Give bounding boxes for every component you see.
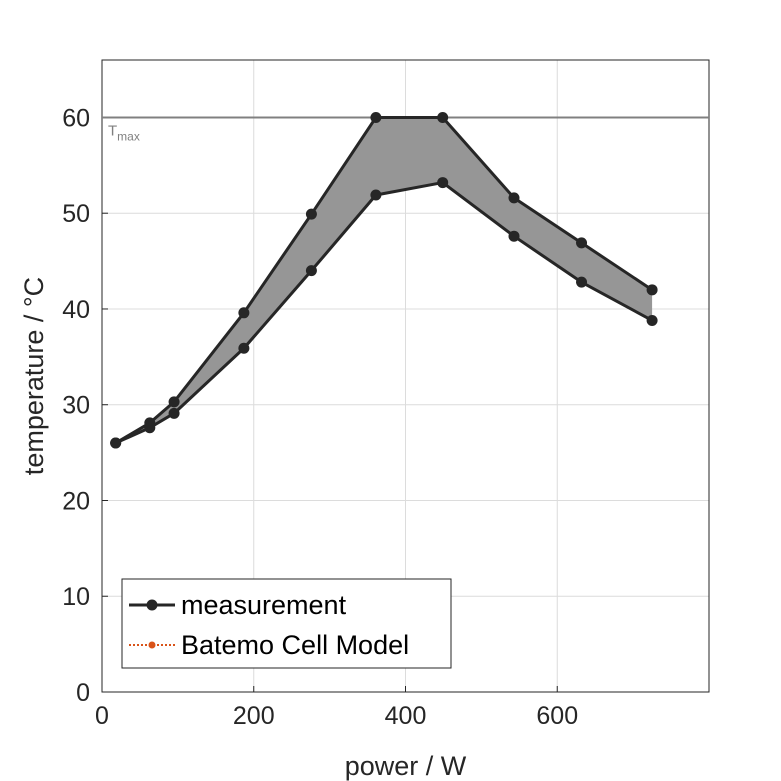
data-point (305, 208, 317, 220)
data-point (370, 189, 382, 201)
data-point (370, 111, 382, 123)
data-point (576, 237, 588, 249)
legend-label: measurement (181, 590, 347, 620)
y-tick-label: 0 (76, 679, 90, 707)
series-line (114, 115, 653, 445)
y-tick-label: 30 (62, 392, 90, 420)
y-tick-label: 60 (62, 104, 90, 132)
legend-marker (146, 599, 158, 611)
x-axis-title: power / W (345, 751, 467, 781)
y-tick-label: 10 (62, 583, 90, 611)
band-layer (115, 117, 653, 444)
y-axis-title: temperature / °C (19, 277, 49, 475)
data-point (168, 407, 180, 419)
data-point (508, 230, 520, 242)
data-point (646, 314, 658, 326)
y-tick-label: 50 (62, 200, 90, 228)
legend-items: measurement Batemo Cell Model (129, 590, 409, 660)
data-point (238, 307, 250, 319)
legend-label: Batemo Cell Model (181, 630, 409, 660)
y-tick-label: 40 (62, 296, 90, 324)
legend: measurement Batemo Cell Model (121, 578, 452, 669)
data-point (305, 265, 317, 277)
data-point (238, 342, 250, 354)
shaded-band (115, 117, 653, 444)
x-tick-label: 0 (95, 702, 109, 730)
data-point (437, 177, 449, 189)
x-tick-label: 400 (385, 702, 427, 730)
series-line (115, 181, 653, 445)
threshold-label: Tmax (108, 122, 140, 143)
data-point (437, 111, 449, 123)
legend-box (121, 578, 452, 669)
x-tick-label: 200 (233, 702, 275, 730)
series-layer (110, 111, 658, 449)
data-point (646, 284, 658, 296)
data-point (110, 437, 122, 449)
data-point (576, 276, 588, 288)
y-tick-label: 20 (62, 487, 90, 515)
y-axis-ticks: 0 10 20 30 40 50 60 (62, 104, 108, 707)
data-point (144, 422, 156, 434)
x-tick-label: 600 (536, 702, 578, 730)
x-axis-ticks: 0 200 400 600 (95, 686, 578, 730)
legend-marker (148, 641, 156, 649)
data-point (508, 192, 520, 204)
data-point (168, 396, 180, 408)
